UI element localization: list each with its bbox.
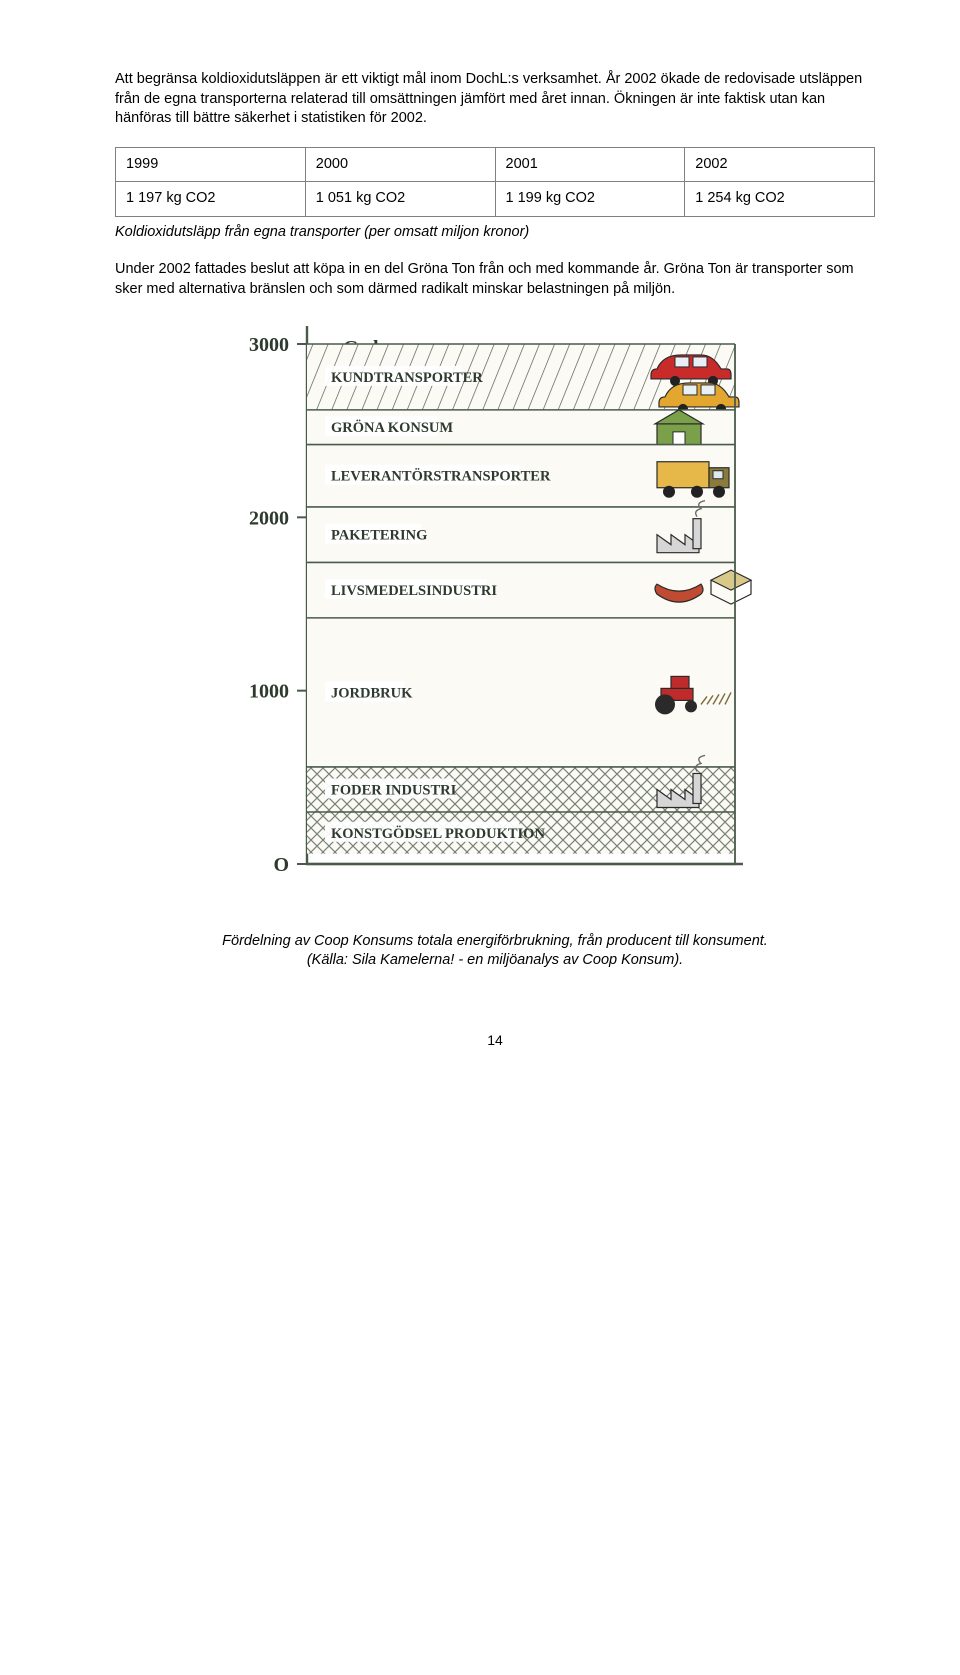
svg-text:FODER INDUSTRI: FODER INDUSTRI (331, 782, 457, 798)
svg-text:3000: 3000 (249, 334, 289, 356)
th-2000: 2000 (305, 147, 495, 182)
svg-text:O: O (273, 854, 289, 876)
svg-text:KUNDTRANSPORTER: KUNDTRANSPORTER (331, 369, 483, 385)
th-1999: 1999 (116, 147, 306, 182)
td-1999: 1 197 kg CO2 (116, 182, 306, 217)
svg-text:1000: 1000 (249, 680, 289, 702)
chart-caption: Fördelning av Coop Konsums totala energi… (115, 932, 875, 971)
para2: Under 2002 fattades beslut att köpa in e… (115, 260, 875, 299)
td-2001: 1 199 kg CO2 (495, 182, 685, 217)
intro-paragraph: Att begränsa koldioxidutsläppen är ett v… (115, 70, 875, 129)
page-number: 14 (115, 1031, 875, 1050)
svg-text:GRÖNA KONSUM: GRÖNA KONSUM (331, 419, 453, 436)
th-2001: 2001 (495, 147, 685, 182)
svg-text:KONSTGÖDSEL PRODUKTION: KONSTGÖDSEL PRODUKTION (331, 824, 545, 841)
svg-text:JORDBRUK: JORDBRUK (331, 685, 413, 701)
td-2002: 1 254 kg CO2 (685, 182, 875, 217)
table-caption: Koldioxidutsläpp från egna transporter (… (115, 223, 875, 243)
svg-text:PAKETERING: PAKETERING (331, 527, 427, 543)
co2-table: 1999 2000 2001 2002 1 197 kg CO2 1 051 k… (115, 147, 875, 217)
svg-text:LIVSMEDELSINDUSTRI: LIVSMEDELSINDUSTRI (331, 583, 497, 599)
table-header-row: 1999 2000 2001 2002 (116, 147, 875, 182)
th-2002: 2002 (685, 147, 875, 182)
td-2000: 1 051 kg CO2 (305, 182, 495, 217)
chart-caption-line1: Fördelning av Coop Konsums totala energi… (222, 933, 768, 949)
chart-caption-line2: (Källa: Sila Kamelerna! - en miljöanalys… (307, 952, 683, 968)
table-data-row: 1 197 kg CO2 1 051 kg CO2 1 199 kg CO2 1… (116, 182, 875, 217)
svg-text:2000: 2000 (249, 507, 289, 529)
energy-chart-svg: O100020003000GwhKUNDTRANSPORTERGRÖNA KON… (215, 324, 775, 904)
svg-text:LEVERANTÖRSTRANSPORTER: LEVERANTÖRSTRANSPORTER (331, 467, 551, 484)
energy-chart: O100020003000GwhKUNDTRANSPORTERGRÖNA KON… (215, 324, 775, 904)
